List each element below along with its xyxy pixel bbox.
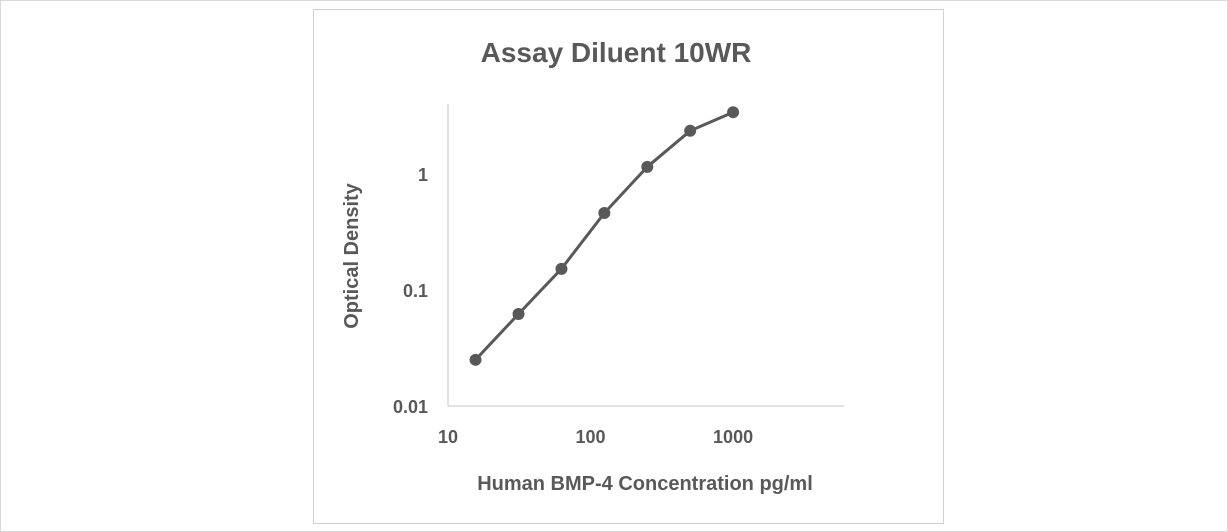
- data-point: [555, 262, 568, 275]
- x-tick-labels: 10 100 1000: [438, 427, 753, 447]
- data-point: [727, 106, 740, 119]
- data-point: [684, 124, 697, 137]
- y-tick-label: 0.1: [403, 281, 428, 301]
- data-point: [641, 160, 654, 173]
- chart-title: Assay Diluent 10WR: [481, 37, 752, 68]
- y-tick-label: 1: [418, 165, 428, 185]
- y-tick-label: 0.01: [393, 397, 428, 417]
- x-axis-label: Human BMP-4 Concentration pg/ml: [477, 473, 813, 495]
- chart-area: [313, 9, 944, 524]
- x-tick-label: 10: [438, 427, 458, 447]
- series-line: [474, 110, 734, 361]
- y-tick-labels: 0.01 0.1 1: [393, 165, 428, 417]
- data-point: [598, 207, 611, 220]
- data-point: [512, 308, 525, 321]
- x-tick-label: 1000: [713, 427, 753, 447]
- x-tick-label: 100: [576, 427, 606, 447]
- series-points: [469, 106, 740, 366]
- y-axis-label: Optical Density: [341, 182, 363, 328]
- data-point: [469, 353, 482, 366]
